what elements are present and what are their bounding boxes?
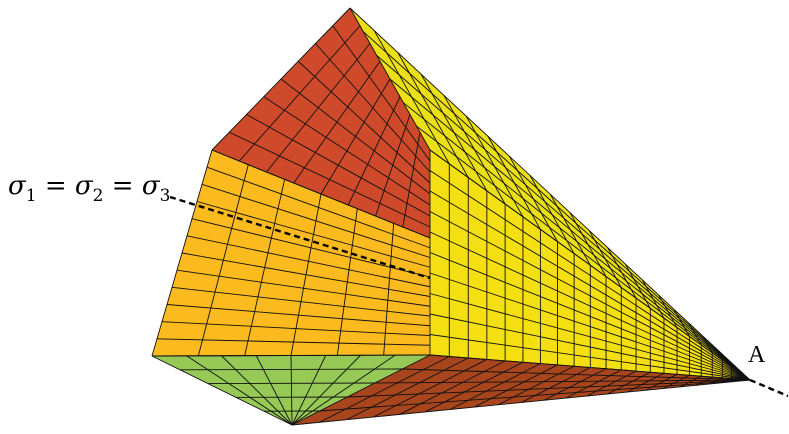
mesh-upper-cross (373, 30, 450, 165)
mesh-upper-cross (715, 347, 723, 361)
mesh-upper-cross (443, 95, 506, 205)
mesh-top-v (332, 25, 431, 162)
mesh-left-v (181, 252, 431, 297)
mesh-bottom-cross (543, 368, 607, 401)
mesh-bottom-cross (645, 373, 678, 391)
mesh-bottom-cross (744, 379, 747, 381)
apex-label: A (748, 342, 766, 368)
mesh-left-v (186, 235, 431, 288)
mesh-top-v (315, 43, 431, 173)
mesh-bottom-cross (626, 372, 665, 393)
mesh-green-u (291, 354, 396, 426)
mesh-bottom-long (291, 379, 751, 426)
face-bottom-green (152, 355, 430, 425)
mesh-top-v (263, 96, 431, 206)
mesh-bottom-cross (521, 367, 591, 403)
mesh-left-v (201, 183, 431, 258)
mesh-green-u (255, 355, 293, 426)
mesh-bottom-cross (346, 357, 469, 421)
mesh-bottom-cross (565, 369, 622, 399)
mesh-left-v (161, 321, 431, 336)
mesh-left-v (171, 286, 431, 317)
mesh-green-v (207, 382, 375, 385)
mesh-left-v (166, 304, 431, 327)
mesh-bottom-cross (710, 377, 723, 385)
mesh-bottom-cross (679, 375, 702, 388)
mesh-upper-cross (607, 247, 637, 299)
mesh-upper-cross (624, 263, 651, 309)
mesh-bottom-cross (399, 360, 506, 415)
mesh-grid (151, 7, 751, 426)
mesh-upper-cross (673, 309, 690, 337)
mesh-bottom-cross (723, 378, 732, 384)
mesh-green-u (291, 354, 361, 426)
mesh-upper-cross (487, 136, 541, 230)
mesh-upper-cross (397, 52, 469, 178)
mesh-green-u (221, 355, 293, 426)
mesh-upper-cross (465, 115, 524, 218)
mesh-bottom-cross (449, 363, 541, 410)
mesh-top-v (229, 131, 431, 228)
mesh-left-v (206, 166, 431, 249)
mesh-green-u (290, 355, 293, 426)
mesh-left-v (191, 218, 431, 278)
mesh-upper-cross (736, 367, 740, 373)
mesh-top-v (280, 78, 431, 195)
mesh-bottom-cross (586, 370, 637, 397)
mesh-top-v (297, 60, 431, 184)
mesh-upper-cross (508, 155, 558, 242)
mesh-bottom-cross (424, 361, 524, 413)
mesh-upper-cross (658, 294, 678, 328)
mesh-upper-long (349, 7, 751, 381)
sigma-2: σ2 (75, 171, 104, 206)
mesh-bottom-cross (319, 356, 450, 423)
mesh-upper-cross (588, 230, 622, 288)
mesh-bottom-cross (607, 371, 651, 395)
mesh-top-v (246, 114, 431, 217)
mesh-green-u (291, 354, 431, 426)
mesh-upper-cross (642, 279, 665, 319)
sigma-3: σ3 (142, 171, 171, 206)
mesh-green-u (151, 355, 293, 426)
mesh-left-v (196, 201, 431, 268)
mesh-bottom-cross (373, 359, 488, 418)
mesh-bottom-cross (695, 376, 713, 386)
mesh-upper-cross (726, 358, 732, 367)
mesh-upper-cross (569, 212, 607, 277)
axis-dashed-left (169, 195, 431, 280)
mesh-left-v (176, 269, 431, 307)
mesh-left-v (156, 338, 431, 346)
face-top-red (212, 8, 430, 238)
mesh-bottom-cross (474, 364, 558, 408)
mesh-bottom-cross (498, 365, 575, 406)
axis-label: σ1 = σ2 = σ3 (8, 171, 170, 206)
mesh-bottom-cross (663, 374, 690, 389)
axis-dashed-right (749, 378, 789, 398)
mesh-green-v (179, 368, 403, 371)
mesh-top-v (211, 149, 431, 239)
mesh-upper-cross (702, 335, 713, 354)
face-left-orange (152, 150, 430, 356)
yield-surface (152, 8, 750, 425)
hydrostatic-axis (169, 195, 789, 398)
mesh-upper-cross (688, 323, 702, 346)
mesh-upper-cross (549, 194, 591, 266)
mesh-green-u (291, 355, 327, 426)
mesh-green-v (151, 354, 431, 357)
mesh-green-u (186, 355, 293, 426)
mesh-upper-cross (420, 73, 488, 192)
mesh-upper-cross (529, 175, 575, 254)
sigma-1: σ1 (8, 171, 37, 206)
mesh-upper-cross (744, 375, 747, 378)
mesh-bottom-cross (734, 378, 740, 382)
